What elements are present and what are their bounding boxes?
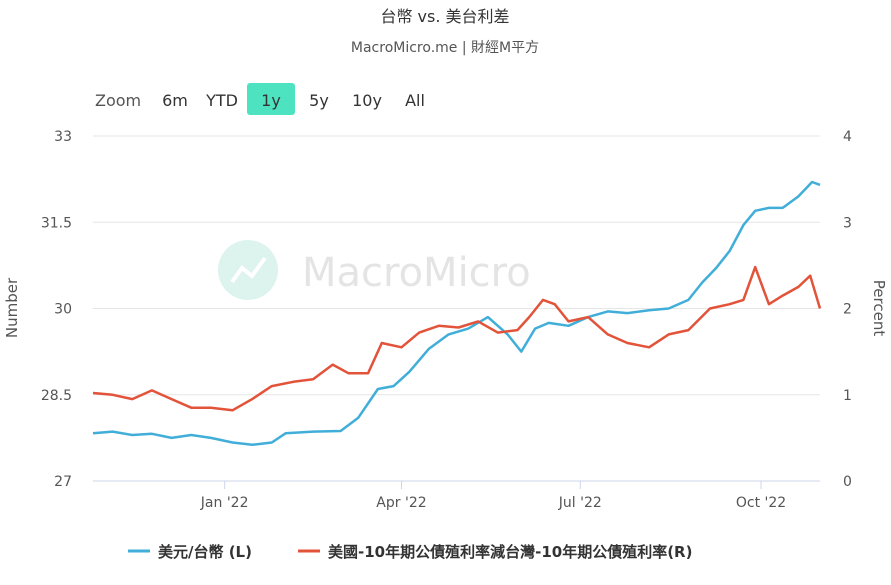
zoom-label: Zoom bbox=[95, 91, 141, 110]
zoom-button-ytd[interactable]: YTD bbox=[205, 91, 238, 110]
zoom-button-10y[interactable]: 10y bbox=[352, 91, 382, 110]
chart-title: 台幣 vs. 美台利差 bbox=[380, 7, 509, 26]
y-right-tick-label: 0 bbox=[843, 474, 852, 490]
zoom-toolbar: Zoom 6m YTD 1y 5y 10y All bbox=[95, 83, 425, 115]
series-line-usd-twd bbox=[92, 180, 821, 447]
watermark-logo-icon bbox=[218, 240, 278, 300]
y-axis-left: 27 28.5 30 31.5 33 bbox=[41, 129, 72, 490]
y-left-tick-label: 33 bbox=[54, 129, 72, 145]
watermark-logo-line bbox=[230, 256, 267, 284]
watermark: MacroMicro bbox=[218, 240, 531, 300]
legend-item-usd-twd[interactable]: 美元/台幣 (L) bbox=[128, 543, 252, 561]
zoom-button-label: 1y bbox=[261, 91, 281, 110]
legend-label: 美元/台幣 (L) bbox=[158, 543, 252, 561]
zoom-button-6m[interactable]: 6m bbox=[162, 91, 188, 110]
y-axis-right-label: Percent bbox=[870, 280, 888, 337]
chart-subtitle: MacroMicro.me | 財經M平方 bbox=[351, 40, 539, 56]
zoom-button-1y[interactable]: 1y bbox=[247, 83, 295, 115]
zoom-button-label: 10y bbox=[352, 91, 382, 110]
zoom-button-label: 5y bbox=[309, 91, 329, 110]
zoom-button-label: All bbox=[405, 91, 425, 110]
y-right-tick-label: 4 bbox=[843, 129, 852, 145]
zoom-button-label: YTD bbox=[205, 91, 238, 110]
y-left-tick-label: 31.5 bbox=[41, 215, 72, 231]
series-line-yield-spread bbox=[92, 265, 822, 412]
y-right-tick-label: 2 bbox=[843, 302, 852, 318]
x-tick-label: Oct '22 bbox=[736, 495, 786, 511]
x-tick-label: Jul '22 bbox=[558, 495, 602, 511]
y-right-tick-label: 3 bbox=[843, 215, 852, 231]
zoom-button-active-bg bbox=[247, 83, 295, 115]
x-tick-label: Apr '22 bbox=[376, 495, 426, 511]
zoom-button-label: 6m bbox=[162, 91, 188, 110]
zoom-button-all[interactable]: All bbox=[405, 91, 425, 110]
watermark-text: MacroMicro bbox=[302, 250, 531, 296]
series-lines bbox=[92, 180, 822, 447]
y-left-tick-label: 30 bbox=[54, 302, 72, 318]
x-axis: Jan '22 Apr '22 Jul '22 Oct '22 bbox=[93, 480, 820, 511]
y-left-tick-label: 27 bbox=[54, 474, 72, 490]
y-right-tick-label: 1 bbox=[843, 388, 852, 404]
y-axis-right: 0 1 2 3 4 bbox=[843, 129, 852, 490]
x-tick-label: Jan '22 bbox=[200, 495, 249, 511]
y-axis-left-label: Number bbox=[3, 277, 21, 338]
zoom-button-5y[interactable]: 5y bbox=[309, 91, 329, 110]
legend: 美元/台幣 (L) 美國-10年期公債殖利率減台灣-10年期公債殖利率(R) bbox=[128, 543, 692, 561]
legend-item-yield-spread[interactable]: 美國-10年期公債殖利率減台灣-10年期公債殖利率(R) bbox=[298, 543, 692, 561]
legend-label: 美國-10年期公債殖利率減台灣-10年期公債殖利率(R) bbox=[328, 543, 692, 561]
y-left-tick-label: 28.5 bbox=[41, 388, 72, 404]
